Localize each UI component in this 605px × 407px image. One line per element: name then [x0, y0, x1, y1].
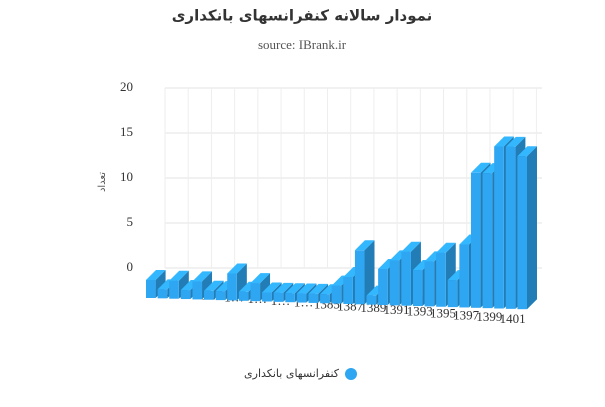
bar-top — [262, 282, 282, 293]
bar — [180, 290, 191, 300]
legend-marker — [345, 368, 357, 380]
bar — [482, 173, 493, 309]
bar-top — [285, 283, 305, 294]
y-tick-label: 15 — [120, 124, 133, 139]
y-axis-title: تعداد — [97, 172, 108, 192]
bar-side — [364, 240, 375, 305]
bar-top — [308, 283, 329, 294]
bar-top — [494, 136, 514, 147]
bar — [436, 252, 446, 307]
bar — [424, 261, 435, 307]
bar — [366, 295, 377, 305]
bar — [470, 172, 481, 308]
bar — [250, 283, 261, 302]
bar-top — [192, 271, 213, 282]
y-tick-label: 5 — [127, 214, 134, 229]
bar — [157, 289, 168, 299]
bar-top — [227, 263, 247, 274]
bar — [505, 146, 516, 309]
bar — [238, 291, 249, 301]
bar-top — [273, 282, 294, 293]
bar — [192, 281, 203, 300]
bar-top — [401, 241, 421, 252]
bar — [459, 244, 469, 308]
bar — [169, 280, 179, 299]
y-tick-label: 20 — [120, 79, 133, 94]
bar — [204, 290, 214, 300]
bar — [354, 250, 365, 305]
bar — [285, 293, 295, 303]
chart-title: نمودار سالانه کنفرانسهای بانکداری — [172, 7, 433, 25]
chart-subtitle: source: IBrank.ir — [258, 37, 347, 52]
bar-top — [436, 242, 456, 253]
bar-top — [470, 162, 491, 173]
bar — [296, 293, 307, 303]
bar-top — [146, 270, 166, 280]
bar — [517, 156, 527, 310]
bar-top — [204, 280, 224, 291]
y-tick-label: 10 — [120, 169, 133, 184]
bar-side — [527, 146, 537, 310]
bar — [215, 291, 226, 301]
x-tick-label: 1397 — [453, 307, 480, 322]
bar — [447, 280, 458, 308]
bar — [227, 273, 237, 301]
bar-top — [296, 283, 317, 294]
bar — [273, 292, 284, 302]
x-tick-label: 1395 — [430, 305, 456, 320]
bar — [146, 280, 156, 298]
bar — [308, 293, 319, 303]
x-tick-label: 1401 — [500, 311, 526, 326]
bar — [389, 260, 400, 306]
bar — [401, 251, 411, 306]
bar — [494, 146, 504, 309]
bar — [343, 276, 353, 304]
x-tick-label: 1399 — [476, 309, 502, 324]
bar-top — [354, 240, 375, 251]
bar-top — [250, 273, 271, 284]
bar — [262, 292, 272, 302]
bar — [412, 270, 423, 307]
bar-top — [169, 270, 189, 281]
bar — [378, 269, 388, 305]
bar — [331, 285, 342, 304]
bar-top — [517, 146, 537, 157]
legend-label: کنفرانسهای بانکداری — [244, 367, 340, 380]
x-tick-label: 1393 — [407, 304, 433, 319]
bar-top — [505, 136, 526, 147]
y-tick-label: 0 — [127, 259, 134, 274]
bar — [320, 294, 330, 304]
